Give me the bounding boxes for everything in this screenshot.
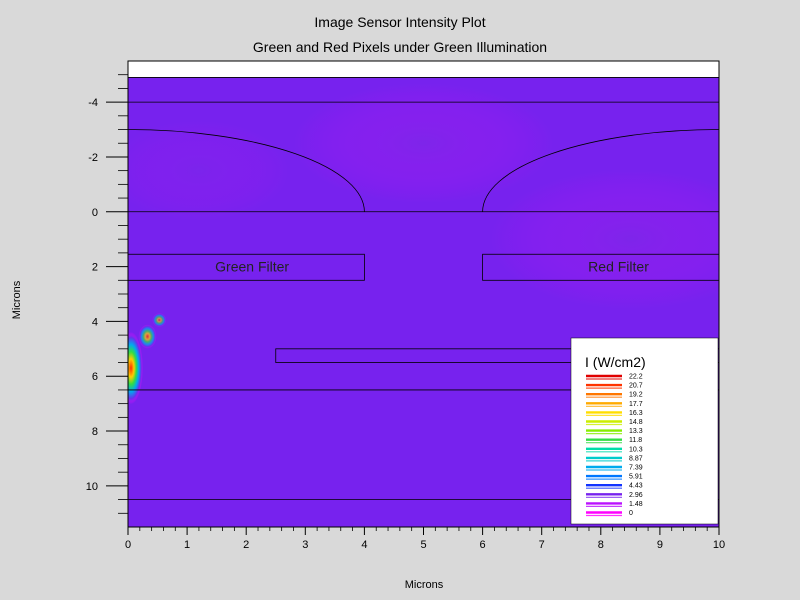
lens-right <box>482 129 719 212</box>
x-axis: 0 1 2 3 4 5 6 7 8 9 10 <box>125 527 725 551</box>
hotspot-tail <box>152 313 167 328</box>
y-tick-label: 4 <box>92 316 98 328</box>
x-tick-label: 5 <box>420 539 426 551</box>
chart-title: Image Sensor Intensity Plot <box>314 14 485 30</box>
legend-level-label: 10.3 <box>629 446 643 453</box>
plot-area: Green Filter Red Filter <box>128 61 719 527</box>
green-filter-label: Green Filter <box>215 259 289 275</box>
hotspot-tail <box>138 324 157 349</box>
x-tick-label: 7 <box>539 539 545 551</box>
empty-band <box>128 61 719 78</box>
chart-subtitle: Green and Red Pixels under Green Illumin… <box>253 39 547 55</box>
y-tick-label: 8 <box>92 426 98 438</box>
intensity-glow <box>490 169 719 310</box>
y-axis: -4 -2 0 2 4 6 8 10 <box>86 74 128 514</box>
legend-level-label: 1.48 <box>629 501 643 508</box>
red-filter-label: Red Filter <box>588 259 649 275</box>
y-tick-label: -2 <box>88 152 98 164</box>
hotspot <box>128 332 143 405</box>
y-tick-label: 0 <box>92 207 98 219</box>
metal-bar <box>275 348 719 363</box>
legend-level-label: 20.7 <box>629 383 643 390</box>
x-tick-label: 2 <box>243 539 249 551</box>
y-tick-label: -4 <box>88 97 98 109</box>
legend-level-label: 13.3 <box>629 428 643 435</box>
legend-level-label: 0 <box>629 510 633 517</box>
legend-level-label: 17.7 <box>629 401 643 408</box>
legend: I (W/cm2) 22.2 20.7 19.2 17.7 16.3 14.8 13.3 11… <box>570 337 719 525</box>
green-filter <box>128 253 365 281</box>
y-tick-label: 2 <box>92 262 98 274</box>
x-tick-label: 3 <box>302 539 308 551</box>
legend-level-label: 7.39 <box>629 465 643 472</box>
y-tick-label: 10 <box>86 481 98 493</box>
legend-level-label: 16.3 <box>629 410 643 417</box>
legend-level-label: 11.8 <box>629 437 642 444</box>
y-tick-label: 6 <box>92 371 98 383</box>
legend-level-label: 8.87 <box>629 455 643 462</box>
legend-level-label: 22.2 <box>629 374 643 381</box>
x-tick-label: 10 <box>713 539 725 551</box>
y-axis-label: Microns <box>11 280 23 319</box>
legend-title: I (W/cm2) <box>585 354 646 370</box>
intensity-glow <box>293 83 554 204</box>
x-tick-label: 8 <box>598 539 604 551</box>
legend-level-label: 19.2 <box>629 392 643 399</box>
x-tick-label: 4 <box>361 539 367 551</box>
legend-level-label: 2.96 <box>629 492 643 499</box>
legend-level-label: 14.8 <box>629 419 643 426</box>
x-tick-label: 1 <box>184 539 190 551</box>
lens-left <box>128 129 365 212</box>
legend-level-label: 5.91 <box>629 474 643 481</box>
x-axis-label: Microns <box>405 579 444 591</box>
intensity-glow <box>128 120 289 221</box>
red-filter <box>482 253 719 281</box>
x-tick-label: 6 <box>480 539 486 551</box>
legend-level-label: 4.43 <box>629 483 643 490</box>
x-tick-label: 0 <box>125 539 131 551</box>
x-tick-label: 9 <box>657 539 663 551</box>
